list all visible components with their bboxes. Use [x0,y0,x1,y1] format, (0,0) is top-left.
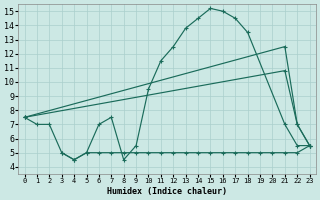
X-axis label: Humidex (Indice chaleur): Humidex (Indice chaleur) [107,187,227,196]
